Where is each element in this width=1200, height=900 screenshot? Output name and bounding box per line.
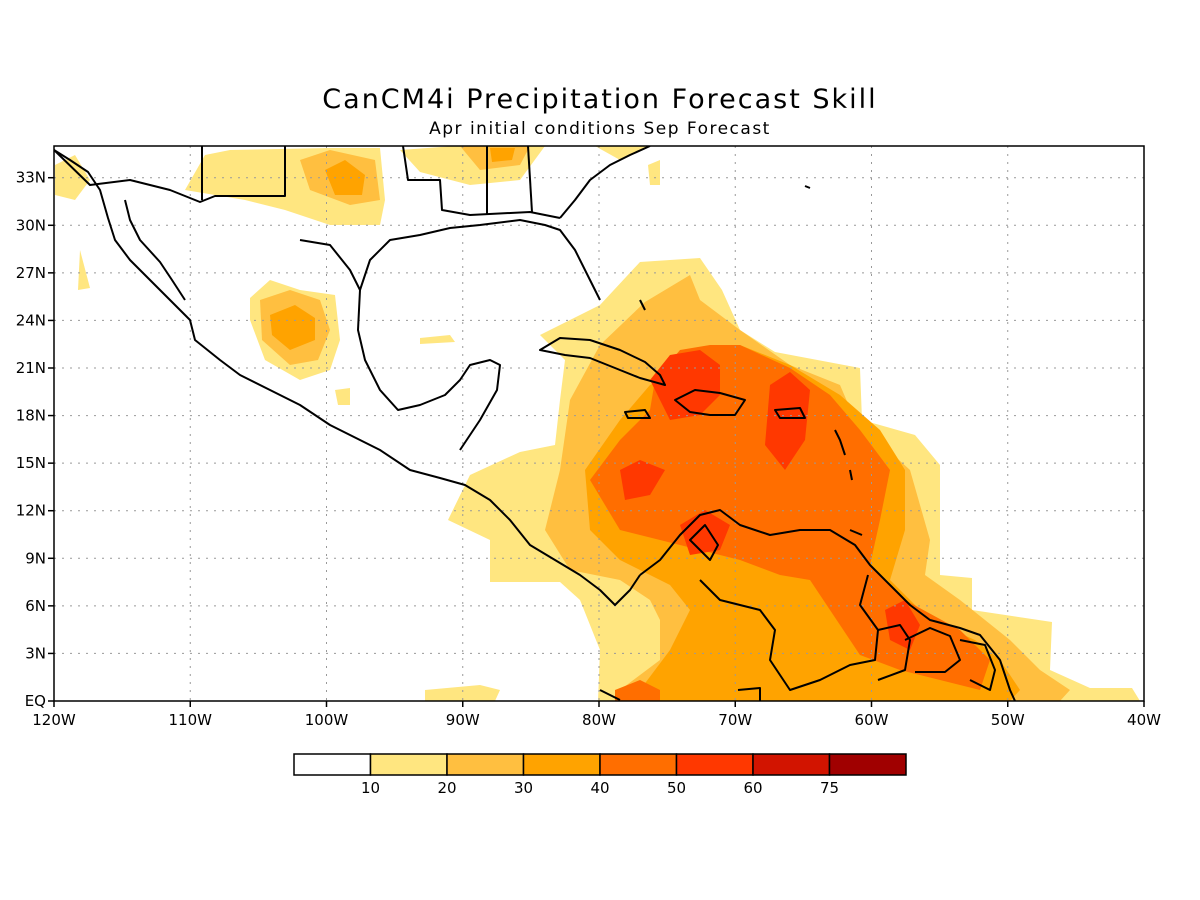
colorbar-swatch <box>446 753 525 776</box>
lon-tick-label: 110W <box>169 711 213 729</box>
colorbar-label: 30 <box>514 779 533 797</box>
lat-tick-label: 24N <box>16 311 46 329</box>
grid-lines <box>54 146 1144 701</box>
skill-field <box>55 146 1140 701</box>
colorbar-swatch <box>752 753 831 776</box>
lat-tick-label: 18N <box>16 407 46 425</box>
lat-tick-label: 12N <box>16 502 46 520</box>
colorbar-label: 50 <box>667 779 686 797</box>
chart-title: CanCM4i Precipitation Forecast Skill <box>322 84 878 115</box>
lat-tick-label: EQ <box>25 692 46 710</box>
lat-tick-label: 27N <box>16 264 46 282</box>
lon-tick-label: 40W <box>1127 711 1161 729</box>
lon-tick-label: 60W <box>855 711 889 729</box>
colorbar-swatch <box>599 753 678 776</box>
colorbar-label: 60 <box>743 779 762 797</box>
colorbar-label: 10 <box>361 779 380 797</box>
colorbar-label: 40 <box>590 779 609 797</box>
colorbar-swatch <box>828 753 907 776</box>
lat-tick-labels: 33N 30N 27N 24N 21N 18N 15N 12N 9N 6N 3N EQ <box>16 169 54 710</box>
lon-tick-label: 120W <box>32 711 76 729</box>
lon-tick-label: 70W <box>718 711 752 729</box>
lon-tick-label: 80W <box>582 711 616 729</box>
colorbar-swatch <box>675 753 754 776</box>
colorbar-label: 20 <box>437 779 456 797</box>
coastlines <box>54 146 1016 701</box>
lat-tick-label: 30N <box>16 216 46 234</box>
chart-subtitle: Apr initial conditions Sep Forecast <box>429 119 771 139</box>
lon-tick-label: 50W <box>991 711 1025 729</box>
lat-tick-label: 3N <box>25 644 46 662</box>
colorbar: 10 20 30 40 50 60 75 <box>293 753 907 797</box>
skill-region-40 <box>590 345 990 701</box>
lat-tick-label: 9N <box>25 549 46 567</box>
colorbar-swatch <box>522 753 601 776</box>
colorbar-label: 75 <box>820 779 839 797</box>
islands <box>639 185 863 536</box>
lon-tick-label: 90W <box>446 711 480 729</box>
colorbar-swatch <box>369 753 448 776</box>
lon-tick-label: 100W <box>305 711 349 729</box>
lat-tick-label: 21N <box>16 359 46 377</box>
lat-tick-label: 15N <box>16 454 46 472</box>
lat-tick-label: 6N <box>25 597 46 615</box>
lat-tick-label: 33N <box>16 169 46 187</box>
lon-tick-labels: 120W 110W 100W 90W 80W 70W 60W 50W 40W <box>32 701 1161 729</box>
colorbar-swatch <box>293 753 372 776</box>
